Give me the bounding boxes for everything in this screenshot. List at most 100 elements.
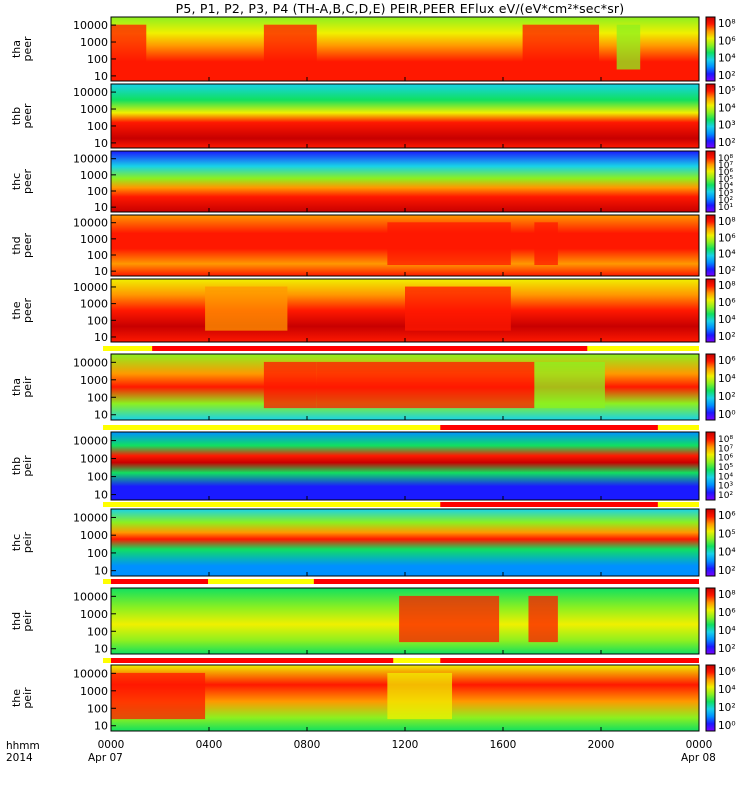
y-tick-label: 10: [94, 643, 108, 656]
flux-region-the-peir-1: [387, 672, 453, 720]
colorbar-tick-label: 10²: [718, 643, 736, 655]
y-label-tha-peer: thapeer: [10, 36, 34, 62]
flux-region-the-peir-0: [111, 672, 206, 720]
panel-thc-peer: 10000100010010thcpeer10⁸10⁷10⁶10⁵10⁴10³1…: [10, 150, 733, 214]
colorbar-tick-label: 10⁵: [718, 175, 733, 185]
y-tick-label: 1000: [80, 685, 108, 698]
y-tick-label: 10000: [73, 356, 108, 369]
x-tick-label: 0000: [686, 739, 713, 751]
colorbar-tick-label: 10⁴: [718, 684, 736, 696]
colorbar-tick-label: 10²: [718, 196, 733, 206]
x-axis-label-hhmm: hhmm: [6, 740, 40, 752]
flux-region-tha-peer-0: [111, 24, 147, 70]
colorbar-thb-peer: [705, 83, 716, 149]
colorbar-the-peer: [705, 278, 716, 343]
chart-title: P5, P1, P2, P3, P4 (TH-A,B,C,D,E) PEIR,P…: [175, 1, 625, 16]
colorbar-tick-label: 10⁶: [718, 355, 736, 367]
colorbar-tick-label: 10⁴: [718, 472, 733, 482]
colorbar-tick-label: 10²: [718, 331, 736, 343]
panel-the-peer: 10000 1000 100 10 thepeer 10⁸ 10⁶ 10⁴ 10²: [10, 278, 736, 351]
flag-bar-segment: [152, 346, 588, 351]
y-tick-label: 1000: [80, 529, 108, 542]
y-tick-label: 10000: [73, 86, 108, 99]
x-tick-label: 0000: [98, 739, 125, 751]
y-tick-label: 10: [94, 409, 108, 422]
panel-tha-peir: 10000 1000 100 10 thapeir 10⁶ 10⁴ 10² 10⁰: [10, 353, 736, 430]
y-tick-label: 10: [94, 489, 108, 502]
y-tick-label: 1000: [80, 103, 108, 116]
y-label-thb-peer: thbpeer: [10, 103, 34, 129]
y-label-the-peer: thepeer: [10, 298, 34, 324]
colorbar-tick-label: 10²: [718, 70, 736, 82]
y-label-tha-peir: thapeir: [10, 376, 34, 398]
y-tick-label: 10: [94, 565, 108, 578]
y-tick-label: 1000: [80, 36, 108, 49]
y-label-thc-peir: thcpeir: [10, 531, 34, 553]
colorbar-tick-label: 10⁶: [718, 232, 736, 244]
flux-region-tha-peir-0: [263, 361, 317, 409]
flux-region-thd-peir-0: [399, 595, 500, 643]
spectrogram-thc-peir: [111, 509, 699, 576]
flag-bar-background: [103, 658, 699, 663]
y-tick-label: 10: [94, 331, 108, 344]
panel-tha-peer: 10000 1000 100 10 thapeer 10⁸ 10⁶ 10⁴ 10²: [10, 16, 736, 83]
colorbar-tick-label: 10⁶: [718, 168, 733, 178]
colorbar-the-peir: [705, 664, 716, 732]
y-tick-label: 10000: [73, 281, 108, 294]
x-tick-label: 0800: [294, 739, 321, 751]
y-tick-label: 10: [94, 137, 108, 150]
y-tick-label: 10000: [73, 590, 108, 603]
panel-thb-peir: 10000 1000 100 10 thbpeir 10⁸10⁷10⁶10⁵10⁴10³1…: [10, 431, 733, 507]
flux-region-tha-peer-1: [263, 24, 317, 70]
colorbar-tick-label: 10⁶: [718, 454, 733, 464]
colorbar-tick-label: 10⁸: [718, 18, 736, 30]
colorbar-tick-label: 10⁴: [718, 547, 736, 559]
colorbar-tick-label: 10⁴: [718, 102, 736, 114]
panel-thc-peir: 10000 1000 100 10 thcpeir 10⁶ 10⁵ 10⁴ 10²: [10, 508, 736, 584]
colorbar-thb-peir: [705, 431, 716, 501]
panel-thd-peir: 10000 1000 100 10 thdpeir 10⁸ 10⁶ 10⁴ 10²: [10, 587, 736, 663]
y-tick-label: 100: [87, 391, 108, 404]
y-tick-label: 10000: [73, 435, 108, 448]
colorbar-tick-label: 10⁶: [718, 297, 736, 309]
y-label-the-peir: thepeir: [10, 687, 34, 709]
colorbar-tick-label: 10⁸: [718, 435, 733, 445]
flux-region-thd-peer-0: [387, 222, 511, 266]
y-tick-label: 1000: [80, 233, 108, 246]
flag-bar-background: [103, 502, 699, 507]
colorbar-tha-peer: [705, 16, 716, 82]
flux-region-tha-peir-2: [534, 361, 605, 409]
y-tick-label: 1000: [80, 298, 108, 311]
colorbar-thd-peir: [705, 587, 716, 655]
flux-region-thd-peer-1: [534, 222, 558, 266]
flux-region-the-peer-0: [205, 286, 288, 331]
flux-region-tha-peir-1: [316, 361, 535, 409]
colorbar-tick-label: 10⁸: [718, 216, 736, 228]
colorbar-tick-label: 10⁴: [718, 249, 736, 261]
y-tick-label: 10: [94, 70, 108, 83]
colorbar-tick-label: 10⁰: [718, 409, 736, 421]
colorbar-tick-label: 10⁵: [718, 528, 736, 540]
colorbar-tick-label: 10²: [718, 702, 736, 714]
panel-thd-peer: 10000 1000 100 10 thdpeer 10⁸ 10⁶ 10⁴ 10²: [10, 214, 736, 278]
colorbar-tick-label: 10⁴: [718, 625, 736, 637]
colorbar-tick-label: 10⁴: [718, 182, 733, 192]
colorbar-tick-label: 10⁴: [718, 373, 736, 385]
colorbar-tick-label: 10⁶: [718, 510, 736, 522]
colorbar-tick-label: 10²: [718, 565, 736, 577]
colorbar-tick-label: 10²: [718, 491, 733, 501]
x-axis-label-year: 2014: [6, 752, 33, 764]
colorbar-tick-label: 10⁰: [718, 720, 736, 732]
flag-bar-segment: [313, 579, 699, 584]
colorbar-tick-label: 10⁸: [718, 589, 736, 601]
y-tick-label: 1000: [80, 453, 108, 466]
x-axis-start-date: Apr 07: [88, 752, 123, 764]
spectrogram-thc-peer: [111, 151, 699, 212]
colorbar-thc-peir: [705, 508, 716, 577]
y-tick-label: 1000: [80, 169, 108, 182]
flux-region-tha-peer-2: [522, 24, 600, 70]
x-axis-end-date: Apr 08: [681, 752, 716, 764]
colorbar-tha-peir: [705, 353, 716, 421]
colorbar-tick-label: 10⁸: [718, 154, 733, 164]
